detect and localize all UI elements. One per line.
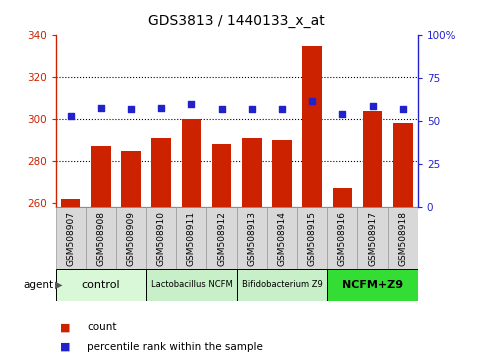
Bar xyxy=(212,144,231,207)
Text: GSM508918: GSM508918 xyxy=(398,211,407,266)
Point xyxy=(187,101,195,107)
Bar xyxy=(363,111,383,207)
Point xyxy=(127,107,135,112)
Bar xyxy=(357,207,388,269)
Text: GSM508908: GSM508908 xyxy=(96,211,105,266)
Bar xyxy=(272,140,292,207)
Bar xyxy=(237,269,327,301)
Point xyxy=(218,107,226,112)
Text: count: count xyxy=(87,322,116,332)
Bar xyxy=(302,46,322,207)
Point xyxy=(339,112,346,117)
Point xyxy=(97,105,105,110)
Text: NCFM+Z9: NCFM+Z9 xyxy=(342,280,403,290)
Bar xyxy=(388,207,418,269)
Bar xyxy=(267,207,297,269)
Text: ■: ■ xyxy=(60,342,71,352)
Bar xyxy=(242,138,262,207)
Text: GSM508917: GSM508917 xyxy=(368,211,377,266)
Point xyxy=(369,103,376,109)
Point xyxy=(399,107,407,112)
Bar xyxy=(327,269,418,301)
Point xyxy=(278,107,286,112)
Point xyxy=(248,107,256,112)
Bar xyxy=(56,269,146,301)
Bar xyxy=(176,207,207,269)
Bar xyxy=(182,119,201,207)
Point xyxy=(157,105,165,110)
Bar xyxy=(86,207,116,269)
Text: control: control xyxy=(82,280,120,290)
Bar xyxy=(393,123,412,207)
Bar xyxy=(146,269,237,301)
Text: Lactobacillus NCFM: Lactobacillus NCFM xyxy=(151,280,232,290)
Text: GSM508916: GSM508916 xyxy=(338,211,347,266)
Text: GDS3813 / 1440133_x_at: GDS3813 / 1440133_x_at xyxy=(148,14,325,28)
Text: GSM508910: GSM508910 xyxy=(156,211,166,266)
Text: GSM508907: GSM508907 xyxy=(66,211,75,266)
Text: percentile rank within the sample: percentile rank within the sample xyxy=(87,342,263,352)
Point xyxy=(308,98,316,103)
Text: GSM508912: GSM508912 xyxy=(217,211,226,266)
Bar xyxy=(116,207,146,269)
Text: GSM508915: GSM508915 xyxy=(308,211,317,266)
Bar xyxy=(237,207,267,269)
Bar xyxy=(151,138,171,207)
Text: ■: ■ xyxy=(60,322,71,332)
Text: agent: agent xyxy=(23,280,53,290)
Bar xyxy=(121,150,141,207)
Text: Bifidobacterium Z9: Bifidobacterium Z9 xyxy=(242,280,322,290)
Bar xyxy=(297,207,327,269)
Bar xyxy=(61,199,81,207)
Bar xyxy=(327,207,357,269)
Bar xyxy=(207,207,237,269)
Text: GSM508914: GSM508914 xyxy=(277,211,286,266)
Text: ▶: ▶ xyxy=(55,280,63,290)
Bar xyxy=(91,146,111,207)
Point xyxy=(67,113,74,119)
Bar xyxy=(146,207,176,269)
Text: GSM508911: GSM508911 xyxy=(187,211,196,266)
Text: GSM508913: GSM508913 xyxy=(247,211,256,266)
Text: GSM508909: GSM508909 xyxy=(127,211,136,266)
Bar xyxy=(56,207,86,269)
Bar xyxy=(332,188,352,207)
